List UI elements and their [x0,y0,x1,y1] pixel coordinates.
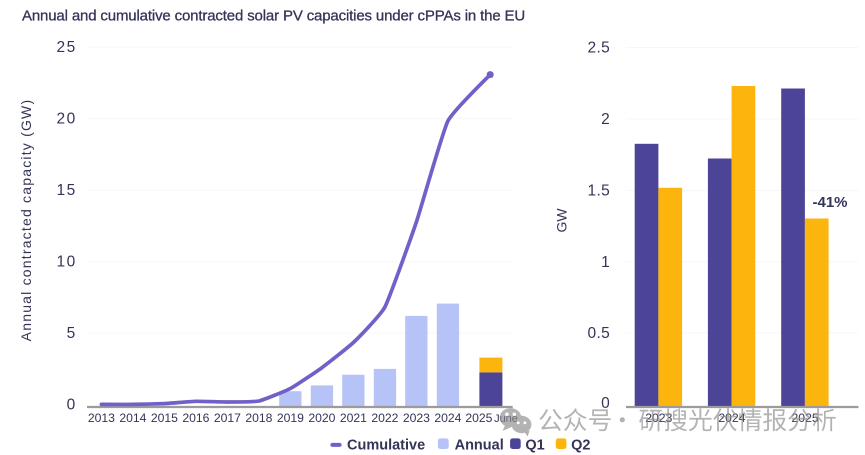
svg-text:Q2: Q2 [571,438,590,454]
svg-text:Q1: Q1 [525,438,544,454]
svg-text:2019: 2019 [277,411,304,425]
svg-text:2016: 2016 [182,411,209,425]
svg-text:0: 0 [67,397,77,414]
svg-text:20: 20 [57,111,77,128]
svg-text:10: 10 [57,254,77,271]
svg-text:2021: 2021 [340,411,367,425]
svg-text:Cumulative: Cumulative [347,438,425,454]
svg-text:0: 0 [601,395,610,412]
svg-text:2: 2 [601,111,610,128]
svg-text:Annual contracted capacity (GW: Annual contracted capacity (GW) [18,99,34,342]
svg-text:2015: 2015 [151,411,178,425]
svg-text:2022: 2022 [371,411,398,425]
svg-text:2024: 2024 [434,411,461,425]
svg-text:2024: 2024 [718,411,745,425]
svg-text:Annual and cumulative contract: Annual and cumulative contracted solar P… [22,8,525,25]
svg-text:1: 1 [601,254,610,271]
svg-text:2017: 2017 [214,411,241,425]
svg-text:2013: 2013 [88,411,115,425]
svg-text:-41%: -41% [812,194,847,211]
svg-text:15: 15 [57,182,77,199]
svg-text:1.5: 1.5 [588,183,610,200]
svg-text:GW: GW [554,208,570,233]
svg-text:5: 5 [67,325,77,342]
svg-text:2023: 2023 [403,411,430,425]
svg-text:2025: 2025 [465,411,492,425]
svg-text:2020: 2020 [308,411,335,425]
svg-text:Annual: Annual [455,438,504,454]
svg-text:0.5: 0.5 [588,325,610,342]
svg-text:25: 25 [57,39,77,56]
svg-text:2014: 2014 [119,411,146,425]
svg-text:2018: 2018 [245,411,272,425]
svg-text:2.5: 2.5 [588,40,610,57]
